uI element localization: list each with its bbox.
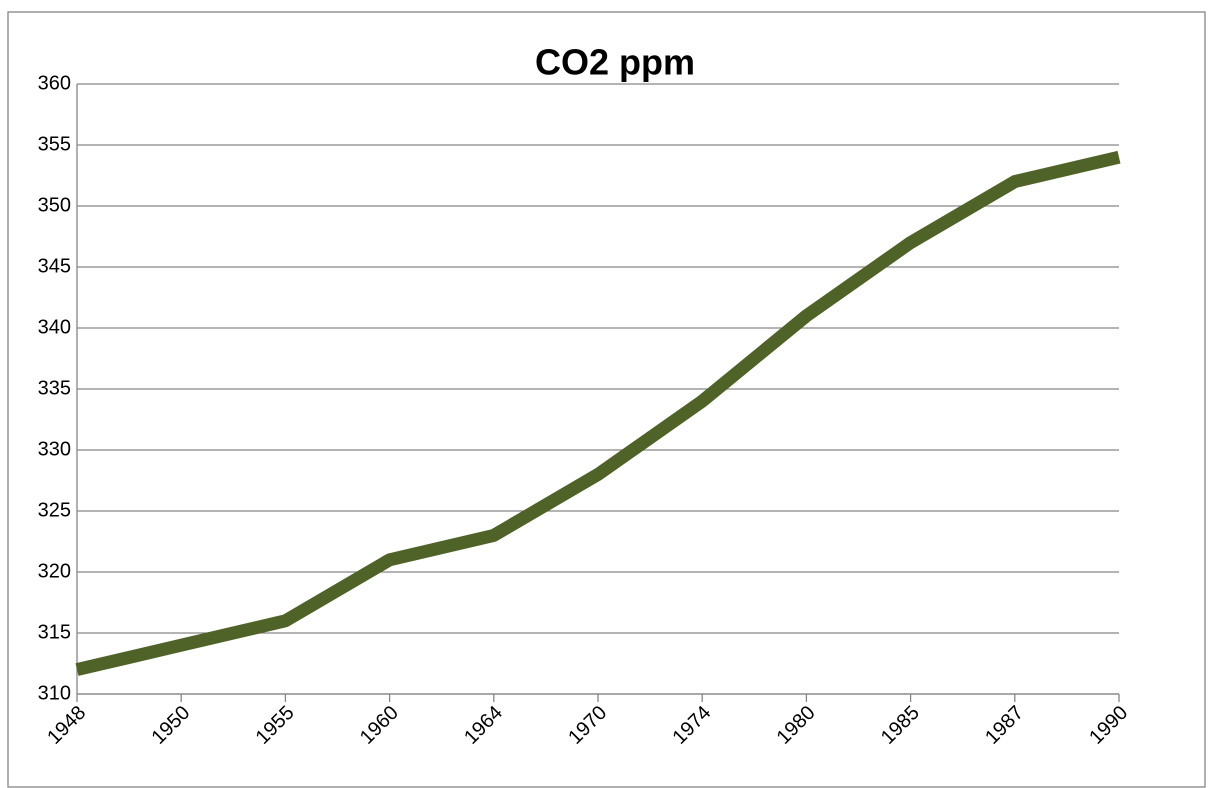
- y-tick-label: 320: [38, 560, 71, 582]
- x-tick-label: 1985: [877, 702, 924, 749]
- y-tick-label: 310: [38, 682, 71, 704]
- chart-title: CO2 ppm: [535, 42, 695, 83]
- x-tick-label: 1990: [1085, 702, 1132, 749]
- y-tick-label: 355: [38, 133, 71, 155]
- x-tick-label: 1948: [43, 702, 90, 749]
- y-tick-label: 340: [38, 316, 71, 338]
- x-tick-label: 1950: [147, 702, 194, 749]
- y-tick-label: 330: [38, 438, 71, 460]
- chart-frame: [7, 11, 1206, 788]
- y-tick-label: 345: [38, 255, 71, 277]
- y-tick-label: 325: [38, 499, 71, 521]
- x-tick-label: 1960: [356, 702, 403, 749]
- y-tick-label: 335: [38, 377, 71, 399]
- y-tick-label: 350: [38, 194, 71, 216]
- x-tick-label: 1987: [981, 702, 1028, 749]
- x-tick-label: 1955: [252, 702, 299, 749]
- y-tick-label: 360: [38, 72, 71, 94]
- x-tick-label: 1970: [564, 702, 611, 749]
- x-tick-label: 1964: [460, 702, 507, 749]
- data-line: [75, 150, 1121, 676]
- x-tick-label: 1980: [773, 702, 820, 749]
- y-tick-label: 315: [38, 621, 71, 643]
- x-tick-label: 1974: [668, 702, 715, 749]
